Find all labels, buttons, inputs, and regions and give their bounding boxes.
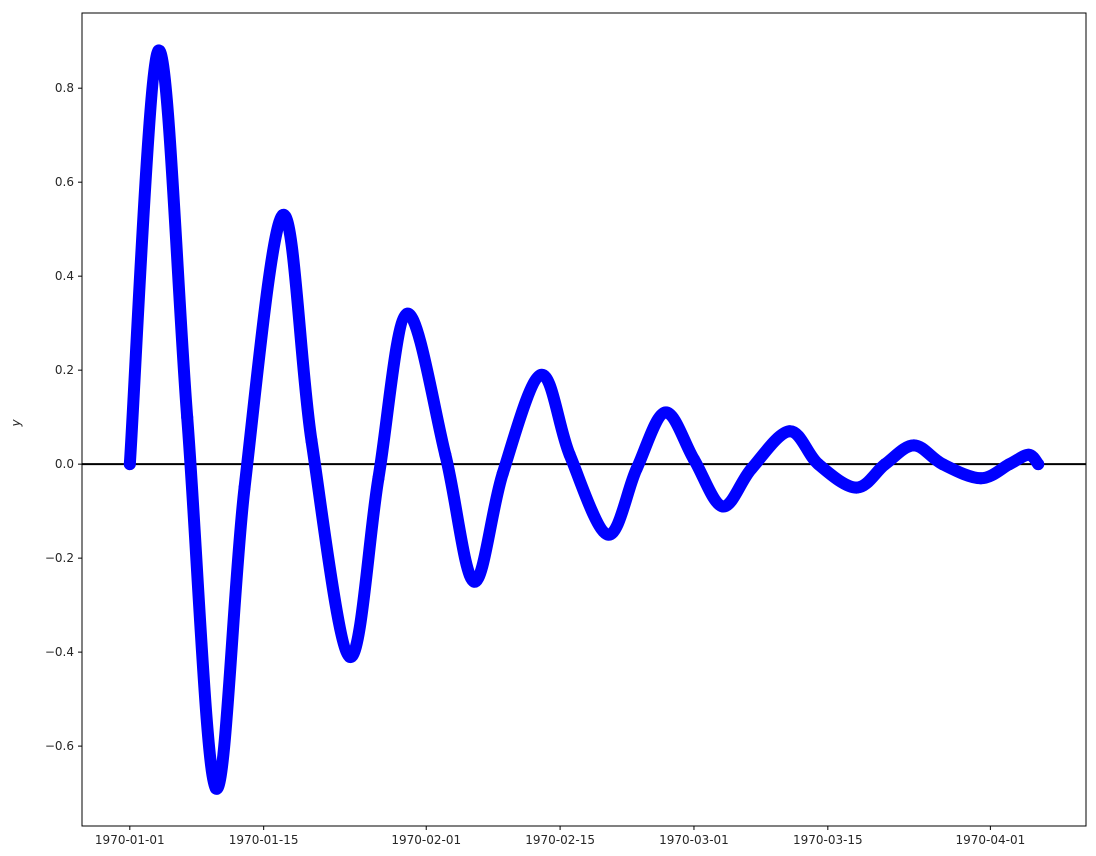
- series-0-point: [907, 439, 920, 452]
- series-0-point: [563, 448, 576, 461]
- series-0-point: [439, 448, 452, 461]
- series-0-point: [343, 650, 356, 663]
- series-0-point: [601, 528, 614, 541]
- series-0-point: [209, 782, 222, 795]
- y-tick-label: −0.2: [45, 551, 74, 565]
- series-0-point: [850, 481, 863, 494]
- series-0-point: [1022, 448, 1035, 461]
- x-tick-label: 1970-01-01: [95, 833, 165, 847]
- y-tick-label: 0.8: [55, 81, 74, 95]
- x-tick-label: 1970-04-01: [956, 833, 1026, 847]
- x-tick-label: 1970-03-01: [659, 833, 729, 847]
- x-tick-label: 1970-02-15: [525, 833, 595, 847]
- y-axis-label: y: [9, 419, 23, 428]
- series-0-point: [372, 472, 385, 485]
- series-0-point: [936, 458, 949, 471]
- series-0-point: [496, 467, 509, 480]
- series-0-point: [812, 458, 825, 471]
- series-0-point: [745, 462, 758, 475]
- x-tick-label: 1970-03-15: [793, 833, 863, 847]
- series-0-point: [687, 453, 700, 466]
- series-0-point: [534, 368, 547, 381]
- axes: −0.6 −0.4 −0.2 0.0 0.2 0.4 0.6 0.8 1970-01-01 197…: [45, 12, 1087, 847]
- series-0-point: [630, 462, 643, 475]
- series-0-point: [401, 307, 414, 320]
- series-0-point: [1003, 458, 1016, 471]
- series-0-point: [305, 434, 318, 447]
- series-0-point: [181, 411, 194, 424]
- series-0-point: [783, 425, 796, 438]
- x-tick-label: 1970-01-15: [229, 833, 299, 847]
- series-0-point: [123, 458, 136, 471]
- series-0-point: [716, 500, 729, 513]
- series-0-point: [974, 472, 987, 485]
- series-0-point: [468, 575, 481, 588]
- y-tick-label: 0.2: [55, 363, 74, 377]
- series-0-point: [659, 406, 672, 419]
- axes-frame: [81, 12, 1087, 827]
- series-0-point: [276, 209, 289, 222]
- y-tick-label: −0.4: [45, 645, 74, 659]
- series-0-point: [879, 458, 892, 471]
- y-tick-label: 0.6: [55, 175, 74, 189]
- series-0-point: [1032, 458, 1045, 471]
- y-tick-label: 0.0: [55, 457, 74, 471]
- plot-area: [82, 44, 1086, 795]
- x-tick-label: 1970-02-01: [391, 833, 461, 847]
- y-tick-label: 0.4: [55, 269, 74, 283]
- y-tick-label: −0.6: [45, 739, 74, 753]
- series-0-point: [152, 44, 165, 57]
- series-0-point: [238, 481, 251, 494]
